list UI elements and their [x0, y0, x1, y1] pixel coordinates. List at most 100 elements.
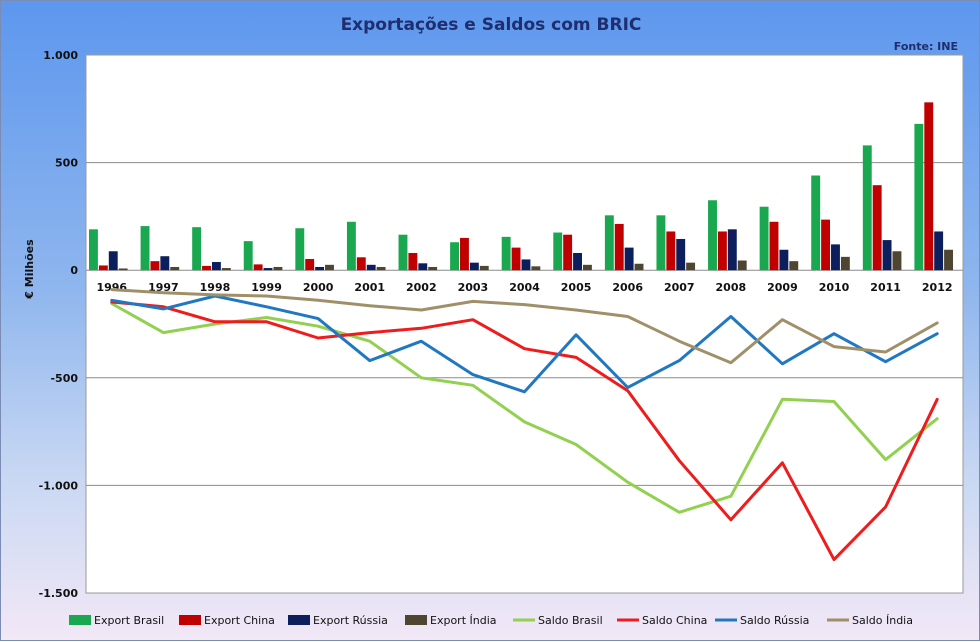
legend-label: Export Brasil — [94, 614, 164, 627]
legend-item: Export Brasil — [69, 614, 164, 627]
bar — [582, 264, 592, 271]
bar — [418, 263, 428, 271]
bar — [831, 244, 840, 271]
bar — [553, 232, 563, 271]
bar — [882, 240, 892, 271]
x-tick-label: 2004 — [509, 281, 540, 294]
bar — [914, 123, 924, 271]
bar — [366, 264, 376, 271]
bar — [160, 256, 170, 271]
bar — [108, 251, 118, 271]
x-tick-label: 2001 — [354, 281, 385, 294]
legend-swatch — [179, 615, 201, 625]
bar — [315, 266, 325, 271]
bar — [624, 247, 634, 271]
bar — [573, 252, 582, 271]
y-axis-ticks: 1.000 500 0 -500 -1.000 -1.500 — [39, 49, 79, 600]
x-tick-label: 2005 — [561, 281, 592, 294]
bar — [346, 221, 356, 271]
bar — [325, 264, 334, 271]
x-axis-ticks: 1996 1997 1998 1999 2000 2001 2002 2003 2004 2005… — [96, 281, 952, 294]
x-tick-label: 1999 — [251, 281, 282, 294]
line-series — [110, 288, 939, 562]
legend-swatch — [69, 615, 91, 625]
bar — [521, 259, 531, 271]
bar — [511, 247, 521, 271]
x-tick-label: 2011 — [870, 281, 901, 294]
bar — [170, 266, 180, 271]
bar-series-3 — [118, 249, 953, 271]
bar — [686, 262, 696, 271]
chart-title: Exportações e Saldos com BRIC — [341, 15, 642, 35]
bar-series-2 — [108, 229, 944, 271]
bar — [666, 231, 676, 271]
bar — [656, 215, 666, 271]
bar — [944, 249, 953, 271]
bar — [737, 260, 747, 271]
bar — [253, 264, 263, 271]
legend-label: Saldo China — [642, 614, 707, 627]
bar — [840, 256, 850, 271]
bar — [243, 241, 253, 271]
bar — [408, 252, 418, 271]
bar — [98, 265, 108, 271]
bar — [934, 231, 944, 271]
legend-swatch — [405, 615, 427, 625]
x-tick-label: 2008 — [716, 281, 747, 294]
bar — [604, 215, 614, 271]
y-tick-label: 1.000 — [43, 49, 78, 62]
legend-label: Saldo Índia — [852, 614, 913, 627]
bar — [263, 268, 273, 271]
x-tick-label: 2007 — [664, 281, 695, 294]
bar — [708, 200, 717, 271]
legend-item: Saldo Rússia — [715, 614, 809, 627]
x-tick-label: 2000 — [303, 281, 334, 294]
y-tick-label: 0 — [70, 264, 78, 277]
legend-label: Saldo Brasil — [538, 614, 603, 627]
y-tick-label: -1.500 — [39, 587, 79, 600]
bar — [89, 229, 98, 271]
plot-area — [85, 54, 964, 594]
bar — [356, 257, 366, 271]
bar — [479, 265, 489, 271]
bar — [759, 206, 769, 271]
legend-item: Saldo China — [617, 614, 707, 627]
legend-label: Export China — [204, 614, 275, 627]
bar — [634, 263, 644, 271]
legend-label: Saldo Rússia — [740, 614, 809, 627]
bar — [140, 226, 150, 271]
x-tick-label: 2009 — [767, 281, 798, 294]
bar — [221, 268, 231, 271]
legend-swatch — [288, 615, 310, 625]
bar — [872, 185, 882, 271]
line-series-5 — [110, 300, 939, 562]
bar — [614, 223, 624, 271]
bar-series — [89, 102, 953, 271]
x-tick-label: 1996 — [96, 281, 127, 294]
bar — [811, 175, 821, 271]
bar — [563, 234, 573, 271]
x-tick-label: 2010 — [819, 281, 850, 294]
bar — [501, 236, 511, 271]
bar — [118, 268, 128, 271]
source-label: Fonte: INE — [894, 40, 958, 53]
legend-item: Export Rússia — [288, 614, 388, 627]
legend: Export Brasil Export China Export Rússia Ex… — [69, 614, 913, 627]
y-tick-label: -1.000 — [39, 479, 79, 492]
bar — [428, 266, 438, 271]
x-tick-label: 2006 — [612, 281, 643, 294]
bar — [892, 251, 902, 271]
legend-item: Saldo Brasil — [513, 614, 603, 627]
bar — [924, 102, 934, 271]
bar-series-1 — [98, 102, 934, 271]
bar — [460, 237, 469, 271]
bar — [717, 231, 727, 271]
y-tick-label: -500 — [50, 372, 78, 385]
bar — [150, 261, 160, 271]
legend-label: Export Índia — [430, 614, 497, 627]
bar — [727, 229, 737, 271]
bar — [376, 266, 386, 271]
bar — [676, 238, 686, 271]
